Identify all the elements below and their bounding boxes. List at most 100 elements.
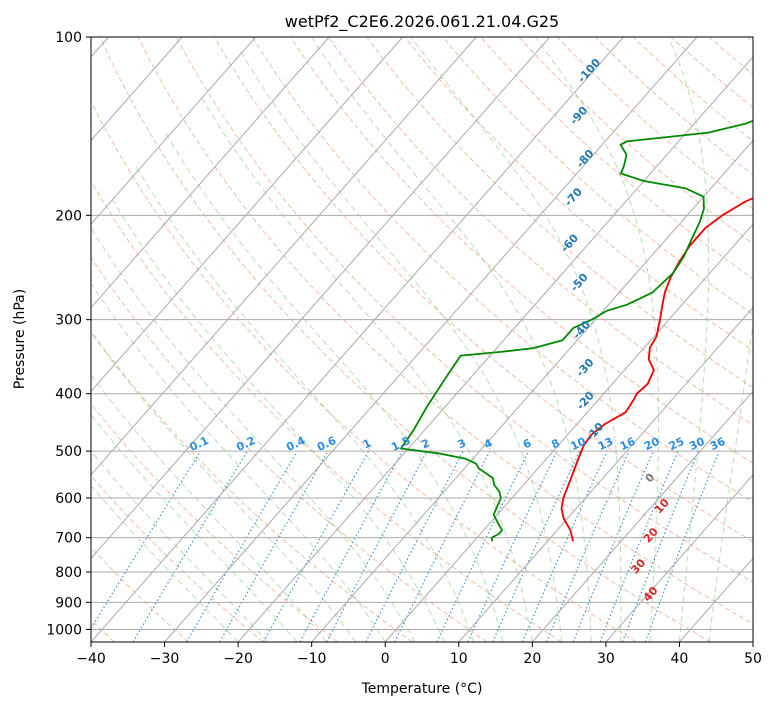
mixing-ratio-line [599,450,679,642]
x-tick-label: 0 [381,651,390,667]
mixing-ratio-line [326,450,428,642]
mixing-ratio-line [365,450,464,642]
dry-adiabat-label: -30 [574,356,597,380]
temperature-line [560,197,753,542]
dry-adiabat-label: -20 [574,389,597,413]
dry-adiabat-label: -60 [558,231,581,255]
plot-frame [90,36,754,643]
mixing-ratio-line [644,450,720,642]
mixing-ratio-line [91,450,202,630]
dry-adiabat-line [91,402,339,642]
mixing-ratio-line [436,450,530,642]
isotherm-line [752,641,753,642]
moist-adiabat-line [91,331,357,642]
series-layer [400,119,753,542]
mixing-ratio-label: 30 [687,435,707,453]
dewpoint-line [400,119,753,542]
axis-layer: −40 −30 −20 −10 0 10 20 30 40 5010020030040050060… [46,30,762,667]
x-axis-title: Temperature (°C) [361,681,483,697]
isotherm-line [531,390,753,642]
y-tick-label: 1000 [46,622,82,638]
x-tick-label: 40 [671,651,689,667]
dry-adiabat-line [594,37,753,176]
moist-adiabat-label: 40 [641,584,661,604]
mixing-ratio-line [299,450,403,642]
moist-adiabat-line [410,37,622,642]
mixing-ratio-line [467,450,558,642]
isotherm-line [91,37,477,476]
isotherm-line [237,56,753,642]
dry-adiabat-line [404,37,753,352]
chart-title: wetPf2_C2E6.2026.061.21.04.G25 [285,12,559,32]
isotherm-line [311,139,753,642]
mixing-ratio-label: 6 [521,436,534,451]
dry-adiabat-line [556,37,753,210]
mixing-ratio-label: 36 [708,435,728,453]
y-tick-label: 900 [55,595,82,611]
mixing-ratio-label: 13 [596,435,615,453]
moist-adiabat-line [91,374,327,642]
moist-adiabat-line [91,484,239,642]
dry-adiabat-line [137,37,753,625]
isotherm-line [91,37,183,142]
moist-adiabat-line [91,282,386,642]
mixing-ratio-line [186,450,298,642]
dry-adiabat-line [91,546,189,642]
x-tick-label: 10 [450,651,468,667]
dry-adiabat-line [91,474,264,642]
dry-adiabat-line [480,37,753,280]
y-tick-label: 100 [55,30,82,46]
dry-adiabat-line [366,37,753,389]
isotherm-line [91,37,624,642]
isotherm-line [164,37,698,642]
isotherm-line [605,474,753,642]
x-tick-label: 20 [523,651,541,667]
y-axis-title: Pressure (hPa) [12,289,28,389]
isotherm-line [458,306,753,642]
moist-adiabat-label: 10 [652,496,672,516]
mixing-ratio-line [521,450,608,642]
y-tick-label: 400 [55,387,82,403]
moist-adiabat-line [109,195,445,642]
mixing-ratio-line [219,450,329,642]
mixing-ratio-label: 10 [569,435,589,453]
dry-adiabat-line [632,37,753,142]
y-tick-label: 600 [55,491,82,507]
y-tick-label: 700 [55,531,82,547]
isotherm-line [91,37,256,225]
dry-adiabat-line [91,100,637,642]
moist-adiabat-line [91,413,298,642]
mixing-ratio-label: 1 [361,436,373,451]
dry-adiabat-line [175,37,753,583]
y-tick-label: 200 [55,208,82,224]
mixing-ratio-label: 16 [618,435,638,453]
dry-adiabat-line [708,37,753,76]
mixing-ratio-line [394,450,491,642]
moist-adiabat-label: 0 [643,470,658,485]
dry-adiabat-line [251,37,753,503]
y-tick-label: 300 [55,313,82,329]
x-tick-label: −40 [76,651,106,667]
mixing-ratio-line [492,450,581,642]
y-tick-label: 500 [55,444,82,460]
mixing-ratio-line [263,450,370,642]
moist-adiabat-line [91,450,268,642]
mixing-ratio-label: 3 [456,436,468,451]
moist-adiabat-line [239,49,563,642]
dry-adiabat-label: -70 [562,185,585,209]
moist-adiabat-label: 20 [641,525,661,545]
isotherm-line [384,223,753,642]
moist-adiabat-line [708,320,753,642]
moist-adiabat-line [310,37,592,642]
x-tick-label: −30 [150,651,180,667]
x-tick-label: −10 [297,651,327,667]
mixing-ratio-label: 25 [667,435,686,453]
isotherm-line [91,37,330,309]
dry-adiabat-line [328,37,753,426]
isotherm-line [91,37,551,560]
x-tick-label: −20 [223,651,253,667]
dry-adiabat-label: -80 [574,147,597,171]
dry-adiabat-line [99,37,711,642]
x-tick-label: 30 [597,651,615,667]
